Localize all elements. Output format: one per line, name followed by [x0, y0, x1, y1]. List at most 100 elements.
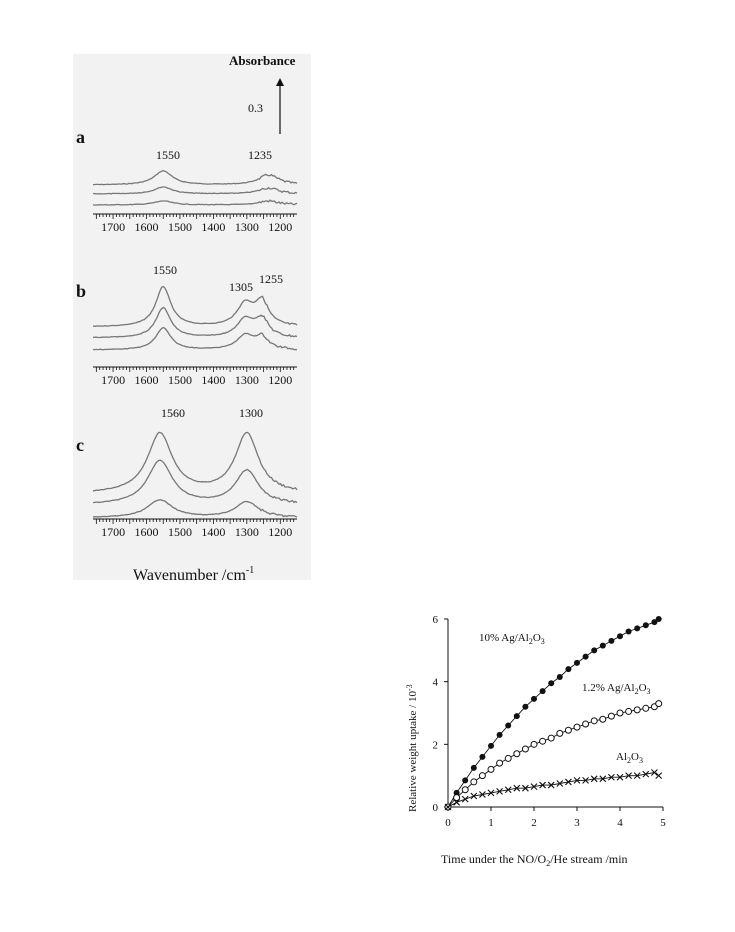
- data-point-filled: [548, 680, 555, 687]
- ir-trace-c-3: [92, 499, 298, 518]
- wavenumber-axis-label: Wavenumber /cm-1: [133, 565, 254, 584]
- data-point-cross: [539, 781, 546, 789]
- scale-bar-label: 0.3: [248, 101, 263, 115]
- data-point-open: [487, 765, 495, 773]
- ir-trace-a-1: [93, 170, 298, 186]
- ir-trace-c-1: [92, 431, 298, 492]
- data-point-open: [504, 754, 512, 762]
- x-axis-label: Time under the NO/O2/He stream /min: [441, 852, 628, 868]
- ir-tick-label-c: 1600: [135, 525, 159, 539]
- data-point-filled: [479, 753, 486, 760]
- ir-tick-label-b: 1500: [168, 373, 192, 387]
- data-point-cross: [642, 770, 650, 778]
- data-point-cross: [599, 775, 607, 783]
- ir-tick-label-a: 1700: [101, 220, 125, 234]
- data-point-cross: [504, 786, 512, 794]
- data-point-open: [453, 794, 461, 802]
- data-point-cross: [573, 776, 581, 784]
- panel-letter-c: c: [76, 435, 84, 455]
- ir-tick-label-c: 1700: [101, 525, 125, 539]
- absorbance-label: Absorbance: [229, 53, 296, 68]
- data-point-cross: [651, 769, 658, 776]
- data-point-cross: [453, 798, 460, 806]
- data-point-cross: [608, 773, 615, 781]
- y-tick-label: 4: [433, 677, 439, 689]
- data-point-filled: [522, 703, 529, 710]
- ir-tick-label-c: 1200: [268, 525, 292, 539]
- data-point-cross: [556, 780, 564, 787]
- data-point-filled: [556, 673, 563, 680]
- data-point-open: [590, 717, 598, 725]
- data-point-open: [521, 745, 529, 753]
- data-point-cross: [461, 795, 469, 803]
- peak-label-a-1550: 1550: [156, 148, 180, 162]
- data-point-filled: [582, 653, 589, 660]
- peak-label-b-1550: 1550: [153, 263, 177, 277]
- chart-marks: [444, 616, 663, 811]
- data-point-open: [461, 786, 469, 794]
- x-tick-label: 4: [617, 817, 623, 829]
- ir-traces: [92, 170, 298, 518]
- data-point-filled: [634, 625, 641, 632]
- ir-axes: 1700 1600 1500 1400 1300 1200 1700 1600 1500 1400…: [93, 213, 297, 539]
- peak-label-c-1300: 1300: [239, 406, 263, 420]
- ir-tick-label-c: 1400: [201, 525, 225, 539]
- data-point-filled: [655, 616, 662, 622]
- data-point-open: [547, 734, 555, 742]
- y-tick-label: 6: [433, 614, 439, 626]
- data-point-filled: [539, 688, 546, 695]
- data-point-cross: [616, 773, 624, 781]
- y-tick-label: 0: [433, 802, 439, 814]
- data-point-filled: [591, 647, 598, 654]
- data-point-cross: [547, 781, 555, 789]
- ir-tick-label-a: 1600: [135, 220, 159, 234]
- ir-tick-label-b: 1200: [268, 373, 292, 387]
- ir-tick-label-a: 1200: [268, 220, 292, 234]
- ir-tick-label-a: 1500: [168, 220, 192, 234]
- data-point-open: [470, 778, 478, 786]
- data-point-open: [556, 729, 564, 737]
- data-point-open: [530, 740, 538, 748]
- ir-tick-label-b: 1400: [201, 373, 225, 387]
- data-point-open: [496, 759, 504, 767]
- data-point-cross: [479, 791, 486, 798]
- ir-tick-label-a: 1300: [235, 220, 259, 234]
- data-point-filled: [617, 633, 623, 640]
- data-point-filled: [462, 777, 469, 784]
- data-point-filled: [625, 628, 632, 635]
- data-point-filled: [574, 659, 580, 666]
- x-tick-label: 3: [574, 817, 580, 829]
- data-point-filled: [488, 742, 494, 749]
- panel-letter-b: b: [76, 281, 86, 301]
- data-point-open: [599, 715, 607, 723]
- ir-spectra-figure: Absorbance 0.3 a b c 1550 1235 1550 1305…: [73, 53, 311, 584]
- data-point-open: [513, 750, 521, 758]
- ir-spectra-svg: Absorbance 0.3 a b c 1550 1235 1550 1305…: [76, 53, 298, 584]
- data-point-open: [655, 700, 663, 708]
- ir-trace-a-2: [92, 186, 298, 195]
- x-tick-label: 2: [531, 817, 537, 829]
- y-tick-label: 2: [433, 739, 439, 751]
- data-point-filled: [642, 622, 649, 629]
- y-axis-label: Relative weight uptake / 10-3: [405, 684, 419, 812]
- data-point-open: [633, 706, 641, 714]
- series-label-al2o3: Al2O3: [616, 751, 643, 765]
- x-tick-label: 5: [660, 817, 666, 829]
- data-point-filled: [505, 722, 512, 729]
- data-point-cross: [582, 776, 589, 784]
- data-point-filled: [531, 695, 537, 702]
- panel-letter-a: a: [76, 127, 85, 147]
- ir-tick-label-b: 1300: [235, 373, 259, 387]
- ir-tick-label-b: 1700: [101, 373, 125, 387]
- ir-tick-label-a: 1400: [201, 220, 225, 234]
- x-tick-label: 0: [445, 817, 451, 829]
- data-point-filled: [453, 789, 460, 796]
- data-point-filled: [513, 713, 520, 720]
- data-point-filled: [565, 666, 572, 673]
- ir-trace-c-2: [93, 459, 298, 504]
- data-point-cross: [655, 772, 663, 780]
- ir-trace-b-3: [92, 326, 298, 351]
- data-point-cross: [513, 784, 521, 792]
- data-point-open: [564, 726, 572, 734]
- peak-label-a-1235: 1235: [248, 148, 272, 162]
